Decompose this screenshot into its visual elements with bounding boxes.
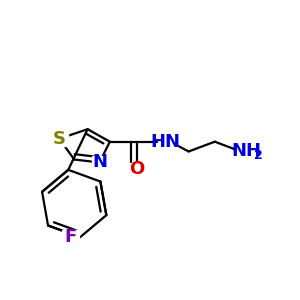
Text: N: N <box>92 154 107 172</box>
Text: HN: HN <box>151 133 181 151</box>
Text: 2: 2 <box>254 149 263 162</box>
Text: S: S <box>53 130 66 148</box>
Text: O: O <box>129 160 144 178</box>
Bar <box>130 163 144 176</box>
Bar <box>51 132 68 146</box>
Text: F: F <box>64 228 77 246</box>
Text: NH: NH <box>232 142 262 160</box>
Bar <box>62 230 79 244</box>
Bar <box>236 144 266 159</box>
Bar <box>158 134 178 149</box>
Bar <box>92 156 106 169</box>
